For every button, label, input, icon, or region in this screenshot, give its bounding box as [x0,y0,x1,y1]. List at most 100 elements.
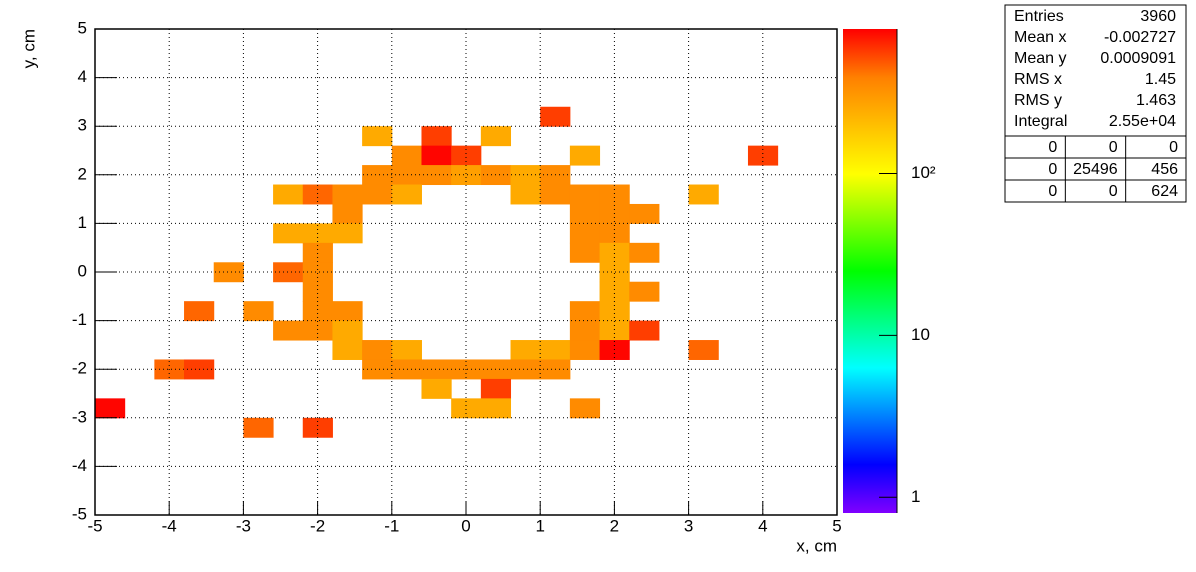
heatmap-cell [332,320,363,341]
x-tick-label: -4 [162,516,177,535]
x-axis-label: x, cm [796,536,837,555]
stats-cell: 456 [1151,161,1178,178]
heatmap-cell [391,184,422,205]
heatmap-cell [302,184,333,205]
heatmap-cell [569,301,601,322]
heatmap-cell [362,165,393,186]
heatmap-cell [510,340,541,360]
y-tick-label: 0 [78,261,87,280]
x-tick-label: -1 [384,516,399,535]
heatmap-cell [451,145,482,166]
heatmap-cell [569,340,601,360]
y-tick-label: -1 [72,310,87,329]
stats-label: Integral [1014,113,1067,130]
x-tick-label: 1 [535,516,544,535]
stats-value: 1.45 [1145,71,1176,88]
heatmap-cell [332,340,363,360]
heatmap-cell [302,281,333,302]
heatmap-cell [362,359,393,380]
stats-value: 3960 [1140,8,1176,25]
heatmap-cell [599,262,630,283]
heatmap-cell [629,242,660,263]
y-tick-label: -3 [72,407,87,426]
stats-label: Entries [1014,8,1064,25]
heatmap-cell [688,340,719,360]
x-tick-label: 2 [610,516,619,535]
heatmap-cell [391,340,422,360]
stats-value: 2.55e+04 [1109,113,1176,130]
heatmap-cell [688,184,719,205]
heatmap-cell [273,223,304,244]
heatmap-cell [391,145,422,166]
heatmap-cell [569,145,601,166]
x-tick-label: 3 [684,516,693,535]
stats-value: -0.002727 [1104,29,1176,46]
heatmap-cell [332,223,363,244]
stats-value: 1.463 [1136,92,1176,109]
y-axis-label: y, cm [19,29,38,68]
heatmap-cell [451,398,482,419]
heatmap-cell [540,106,571,127]
color-bar-tick-label: 10² [911,163,936,182]
y-tick-label: -2 [72,359,87,378]
heatmap-cell [243,417,274,438]
heatmap-cell [747,145,779,166]
heatmap-cell [391,165,422,186]
color-bar [843,29,897,513]
x-tick-label: -2 [310,516,325,535]
stats-label: Mean y [1014,50,1066,67]
heatmap-cell [302,242,333,263]
heatmap-cell [95,398,126,419]
stats-label: RMS y [1014,92,1062,109]
heatmap-cell [629,320,660,341]
heatmap-cell [332,301,363,322]
heatmap-cell [599,340,630,360]
heatmap-cell [510,165,541,186]
heatmap-cell [540,184,571,205]
heatmap-cell [569,184,601,205]
heatmap-cell [510,184,541,205]
x-tick-label: -3 [236,516,251,535]
heatmap-cell [421,165,452,186]
stats-cell: 624 [1151,183,1178,200]
heatmap-cell [302,301,333,322]
x-tick-label: 4 [758,516,767,535]
heatmap-cell [302,417,333,438]
stats-cell: 0 [1048,139,1057,156]
heatmap-cell [213,262,244,283]
heatmap-cell [599,301,630,322]
y-tick-label: -5 [72,504,87,523]
stats-cell: 0 [1048,183,1057,200]
stats-label: Mean x [1014,29,1066,46]
y-tick-label: 5 [78,18,87,37]
stats-value: 0.0009091 [1100,50,1176,67]
heatmap-cell [629,203,660,224]
stats-box [1004,4,1187,203]
heatmap-cell [332,184,363,205]
heatmap-cell [302,262,333,283]
y-tick-label: 1 [78,213,87,232]
heatmap-cell [599,242,630,263]
y-tick-label: 2 [78,164,87,183]
heatmap-cell [451,165,482,186]
heatmap-cell [599,184,630,205]
heatmap-cell [273,184,304,205]
heatmap-cell [480,378,512,399]
heatmap-cell [243,301,274,322]
heatmap-cell [540,340,571,360]
y-tick-label: 3 [78,116,87,135]
plot-frame [94,28,838,516]
heatmap-cell [569,320,601,341]
stats-cell: 0 [1169,139,1178,156]
heatmap-cell [302,320,333,341]
heatmap-cell [184,301,215,322]
heatmap-cell [569,223,601,244]
color-bar-tick-label: 1 [911,487,920,506]
heatmap-cell [362,126,393,147]
heatmap-cell [599,320,630,341]
y-tick-label: -4 [72,456,87,475]
stats-cell: 0 [1048,161,1057,178]
heatmap-cell [480,398,512,419]
